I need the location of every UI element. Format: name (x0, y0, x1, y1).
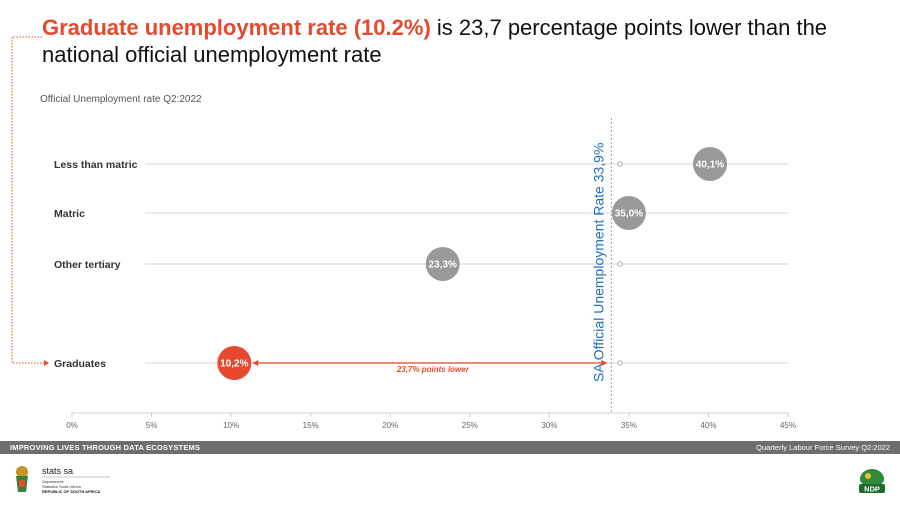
logo-sub-1: Department: (42, 479, 64, 484)
data-points: 40,1% 35,0% 23,3% 10,2% (217, 147, 728, 380)
data-point (611, 196, 646, 230)
x-tick-label: 35% (621, 421, 637, 430)
footer-survey: Quarterly Labour Force Survey Q2:2022 (756, 443, 890, 452)
footer-bar: IMPROVING LIVES THROUGH DATA ECOSYSTEMS … (0, 441, 900, 454)
category-label: Graduates (54, 358, 106, 370)
x-tick-label: 10% (223, 421, 239, 430)
x-tick-label: 5% (146, 421, 158, 430)
connector-line (11, 36, 44, 364)
logo-sub-3: REPUBLIC OF SOUTH AFRICA (42, 489, 100, 494)
row-marker (617, 360, 623, 366)
data-label: 35,0% (615, 209, 643, 220)
chart-subtitle: Official Unemployment rate Q2:2022 (40, 94, 202, 105)
arrowhead-right (601, 360, 608, 366)
data-label: 23,3% (429, 260, 457, 271)
ndp-logo: NDP (859, 469, 885, 494)
headline-highlight: Graduate unemployment rate (10.2%) (42, 15, 431, 40)
x-tick-label: 45% (780, 421, 796, 430)
data-point (425, 247, 460, 281)
left-connector (11, 36, 49, 366)
data-point (217, 346, 252, 380)
ndp-text: NDP (864, 485, 880, 494)
reference-line: SA Official Unemployment Rate 33,9% (590, 118, 612, 413)
x-tick-label: 0% (66, 421, 78, 430)
row-gridlines (145, 161, 788, 366)
category-label: Less than matric (54, 159, 138, 171)
connector-arrowhead (44, 360, 49, 366)
data-label: 10,2% (220, 359, 248, 370)
arrowhead-left (252, 360, 259, 366)
x-tick-label: 40% (700, 421, 716, 430)
row-marker (617, 161, 623, 167)
data-label: 40,1% (696, 160, 724, 171)
difference-arrow: 23,7% points lower (252, 360, 608, 374)
x-axis: 0% 5% 10% 15% 20% 25% 30% 35% 40% 45% (66, 412, 796, 430)
data-point (693, 147, 728, 181)
headline-rest: is 23,7 percentage points lower than the… (42, 15, 828, 67)
x-tick-label: 25% (462, 421, 478, 430)
category-label: Other tertiary (54, 259, 121, 271)
footer-tagline: IMPROVING LIVES THROUGH DATA ECOSYSTEMS (10, 443, 201, 452)
logo-sub-2: Statistics South Africa (42, 484, 81, 489)
stats-sa-logo: stats sa Department: Statistics South Af… (16, 466, 110, 494)
row-marker (617, 261, 623, 267)
x-tick-label: 30% (541, 421, 557, 430)
reference-line-label: SA Official Unemployment Rate 33,9% (590, 143, 606, 382)
category-labels: Less than matric Matric Other tertiary Grad… (54, 159, 138, 370)
x-tick-label: 15% (303, 421, 319, 430)
category-label: Matric (54, 208, 85, 220)
chart: 0% 5% 10% 15% 20% 25% 30% 35% 40% 45% SA Official… (11, 36, 796, 430)
logo-name: stats sa (42, 466, 73, 476)
annotation-label: 23,7% points lower (396, 365, 470, 374)
x-tick-label: 20% (382, 421, 398, 430)
headline: Graduate unemployment rate (10.2%) is 23… (42, 14, 882, 68)
